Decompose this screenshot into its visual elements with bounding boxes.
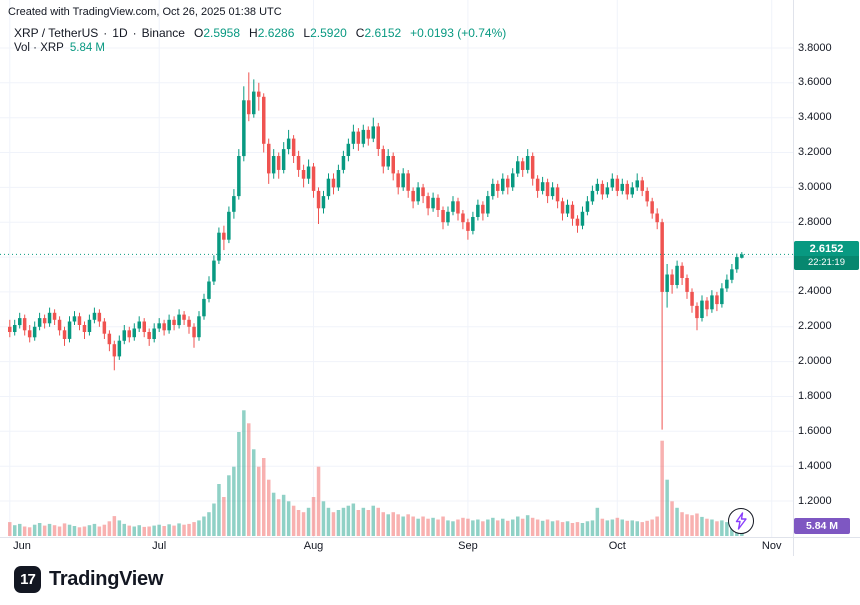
legend-separator: · <box>103 26 108 40</box>
time-axis-label: Oct <box>608 540 626 552</box>
price-axis-label: 1.4000 <box>798 459 832 472</box>
change-value: +0.0193 (+0.74%) <box>410 26 507 40</box>
price-axis-label: 1.2000 <box>798 494 832 507</box>
time-axis-label: Jul <box>152 540 167 552</box>
candlestick-chart-canvas[interactable] <box>0 0 860 556</box>
ohlc-open: O2.5958 <box>193 26 241 40</box>
lightning-bolt-icon <box>735 512 747 530</box>
time-axis-label: Jun <box>13 540 31 552</box>
price-axis-label: 1.6000 <box>798 424 832 437</box>
price-axis-label: 3.0000 <box>798 180 832 193</box>
flash-snapshot-button[interactable] <box>728 508 754 534</box>
symbol-legend[interactable]: XRP / TetherUS · 1D · Binance O2.5958 H2… <box>14 26 506 40</box>
price-axis-label: 3.4000 <box>798 111 832 124</box>
price-axis-label: 1.8000 <box>798 389 832 402</box>
bar-close-countdown: 22:21:19 <box>794 256 859 271</box>
time-axis-label: Aug <box>303 540 324 552</box>
price-axis-label: 2.2000 <box>798 320 832 333</box>
tradingview-brand-text: TradingView <box>49 568 164 590</box>
price-axis-label: 3.2000 <box>798 146 832 159</box>
price-axis[interactable]: 3.80003.60003.40003.20003.00002.80002.60… <box>793 0 860 537</box>
volume-value: 5.84 M <box>69 42 106 54</box>
volume-legend[interactable]: Vol · XRP 5.84 M <box>14 42 105 54</box>
price-axis-label: 2.8000 <box>798 215 832 228</box>
last-price-value: 2.6152 <box>794 241 859 257</box>
exchange-label: Binance <box>141 26 185 40</box>
price-axis-label: 3.6000 <box>798 76 832 89</box>
ohlc-high: H2.6286 <box>249 26 295 40</box>
interval-label: 1D <box>112 26 128 40</box>
attribution-text: Created with TradingView.com, Oct 26, 20… <box>8 6 282 18</box>
tradingview-footer-link[interactable]: 17 TradingView <box>14 566 163 593</box>
volume-label: Vol · XRP <box>14 42 64 54</box>
price-axis-label: 2.4000 <box>798 285 832 298</box>
last-price-badge: 2.6152 22:21:19 <box>794 241 859 271</box>
time-axis[interactable]: Jun Jul Aug Sep Oct Nov <box>0 537 793 556</box>
tradingview-logo-icon[interactable]: 17 <box>14 566 41 593</box>
ohlc-low: L2.5920 <box>303 26 347 40</box>
symbol-name: XRP / TetherUS <box>14 26 99 40</box>
time-axis-label: Sep <box>458 540 478 552</box>
price-axis-label: 3.8000 <box>798 41 832 54</box>
legend-separator: · <box>132 26 137 40</box>
ohlc-close: C2.6152 <box>355 26 402 40</box>
time-axis-label: Nov <box>761 540 782 552</box>
price-axis-label: 2.0000 <box>798 355 832 368</box>
volume-axis-badge: 5.84 M <box>794 518 850 534</box>
